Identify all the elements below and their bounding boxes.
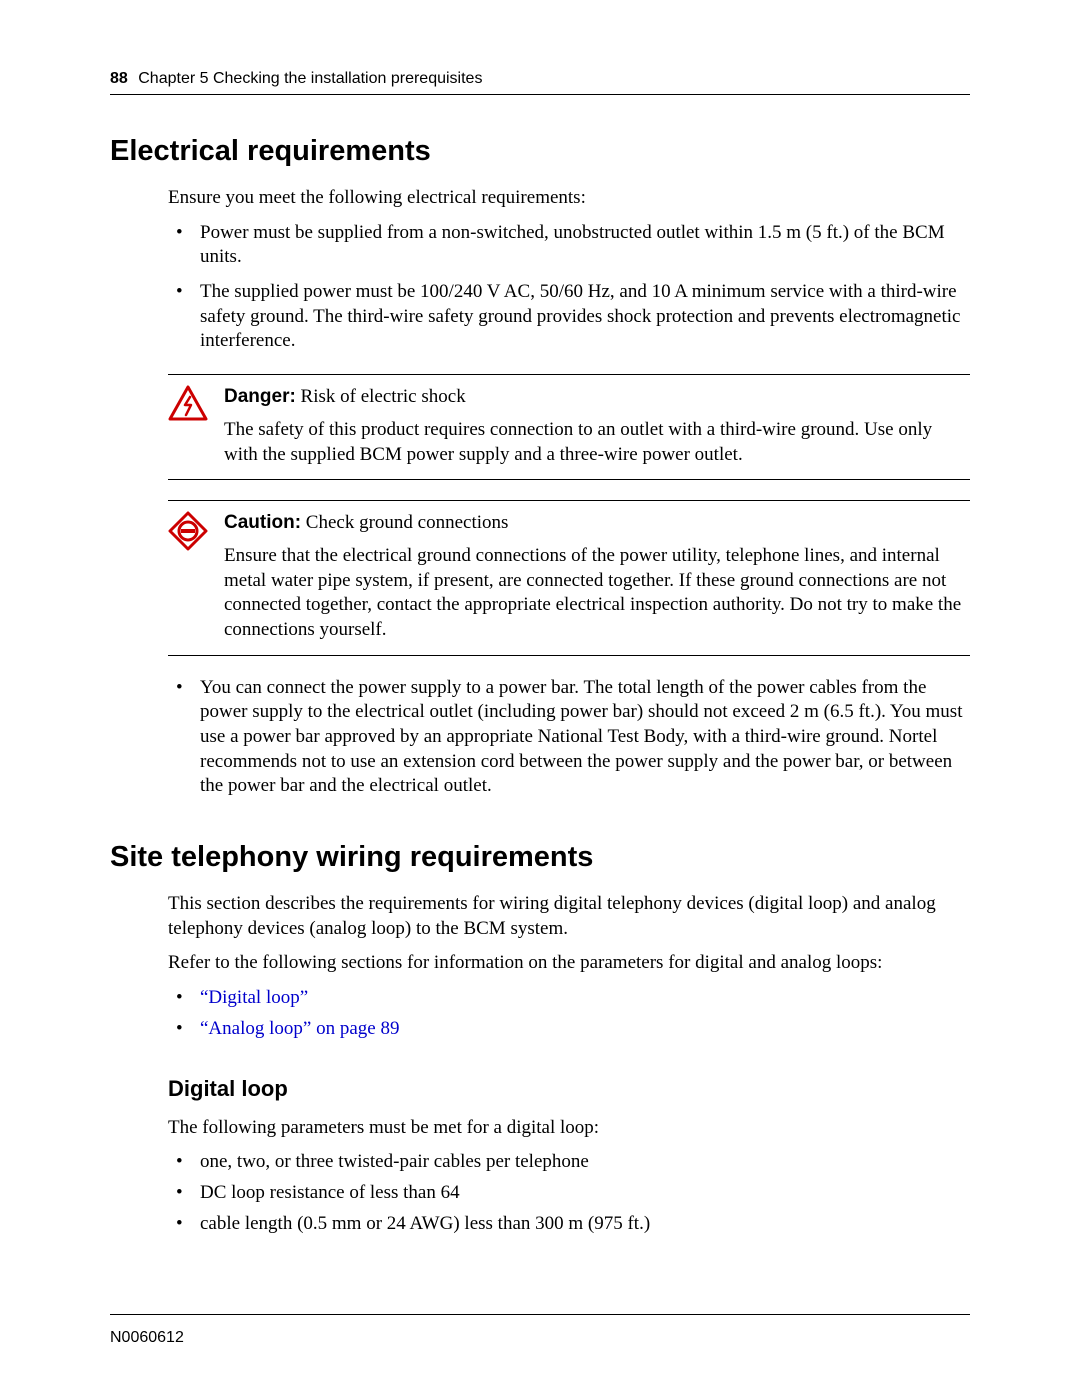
list-item: You can connect the power supply to a po…	[110, 676, 970, 799]
danger-label: Danger:	[224, 386, 296, 407]
danger-subject: Risk of electric shock	[296, 386, 466, 407]
danger-note: Danger: Risk of electric shock The safet…	[168, 374, 970, 480]
page: 88 Chapter 5 Checking the installation p…	[0, 0, 1080, 1397]
caution-note: Caution: Check ground connections Ensure…	[168, 500, 970, 655]
telephony-intro-2: Refer to the following sections for info…	[168, 951, 970, 976]
heading-site-telephony: Site telephony wiring requirements	[110, 841, 970, 874]
list-item: cable length (0.5 mm or 24 AWG) less tha…	[110, 1212, 970, 1237]
list-item: The supplied power must be 100/240 V AC,…	[110, 280, 970, 354]
chapter-title: Chapter 5 Checking the installation prer…	[138, 70, 482, 87]
caution-subject: Check ground connections	[301, 512, 508, 533]
document-id: N0060612	[110, 1329, 184, 1346]
list-item: “Digital loop”	[110, 986, 970, 1011]
list-item: DC loop resistance of less than 64	[110, 1181, 970, 1206]
page-footer: N0060612	[110, 1314, 970, 1347]
list-item: Power must be supplied from a non-switch…	[110, 221, 970, 270]
caution-icon	[168, 511, 216, 556]
telephony-intro-1: This section describes the requirements …	[168, 892, 970, 941]
list-item: “Analog loop” on page 89	[110, 1017, 970, 1042]
rule	[168, 479, 970, 480]
electrical-bullets-bottom: You can connect the power supply to a po…	[110, 676, 970, 799]
link-analog-loop[interactable]: “Analog loop” on page 89	[200, 1018, 399, 1039]
link-digital-loop[interactable]: “Digital loop”	[200, 987, 308, 1008]
caution-body: Ensure that the electrical ground connec…	[224, 544, 970, 643]
list-item: one, two, or three twisted-pair cables p…	[110, 1150, 970, 1175]
page-number: 88	[110, 70, 128, 87]
heading-digital-loop: Digital loop	[168, 1076, 970, 1102]
telephony-links: “Digital loop” “Analog loop” on page 89	[110, 986, 970, 1041]
caution-label: Caution:	[224, 512, 301, 533]
heading-electrical-requirements: Electrical requirements	[110, 135, 970, 168]
caution-heading: Caution: Check ground connections	[224, 511, 970, 536]
electrical-bullets-top: Power must be supplied from a non-switch…	[110, 221, 970, 354]
running-header: 88 Chapter 5 Checking the installation p…	[110, 70, 970, 95]
danger-icon	[168, 385, 216, 426]
digital-loop-bullets: one, two, or three twisted-pair cables p…	[110, 1150, 970, 1236]
danger-body: The safety of this product requires conn…	[224, 418, 970, 467]
digital-loop-intro: The following parameters must be met for…	[168, 1116, 970, 1141]
danger-heading: Danger: Risk of electric shock	[224, 385, 970, 410]
electrical-intro: Ensure you meet the following electrical…	[168, 186, 970, 211]
rule	[168, 655, 970, 656]
